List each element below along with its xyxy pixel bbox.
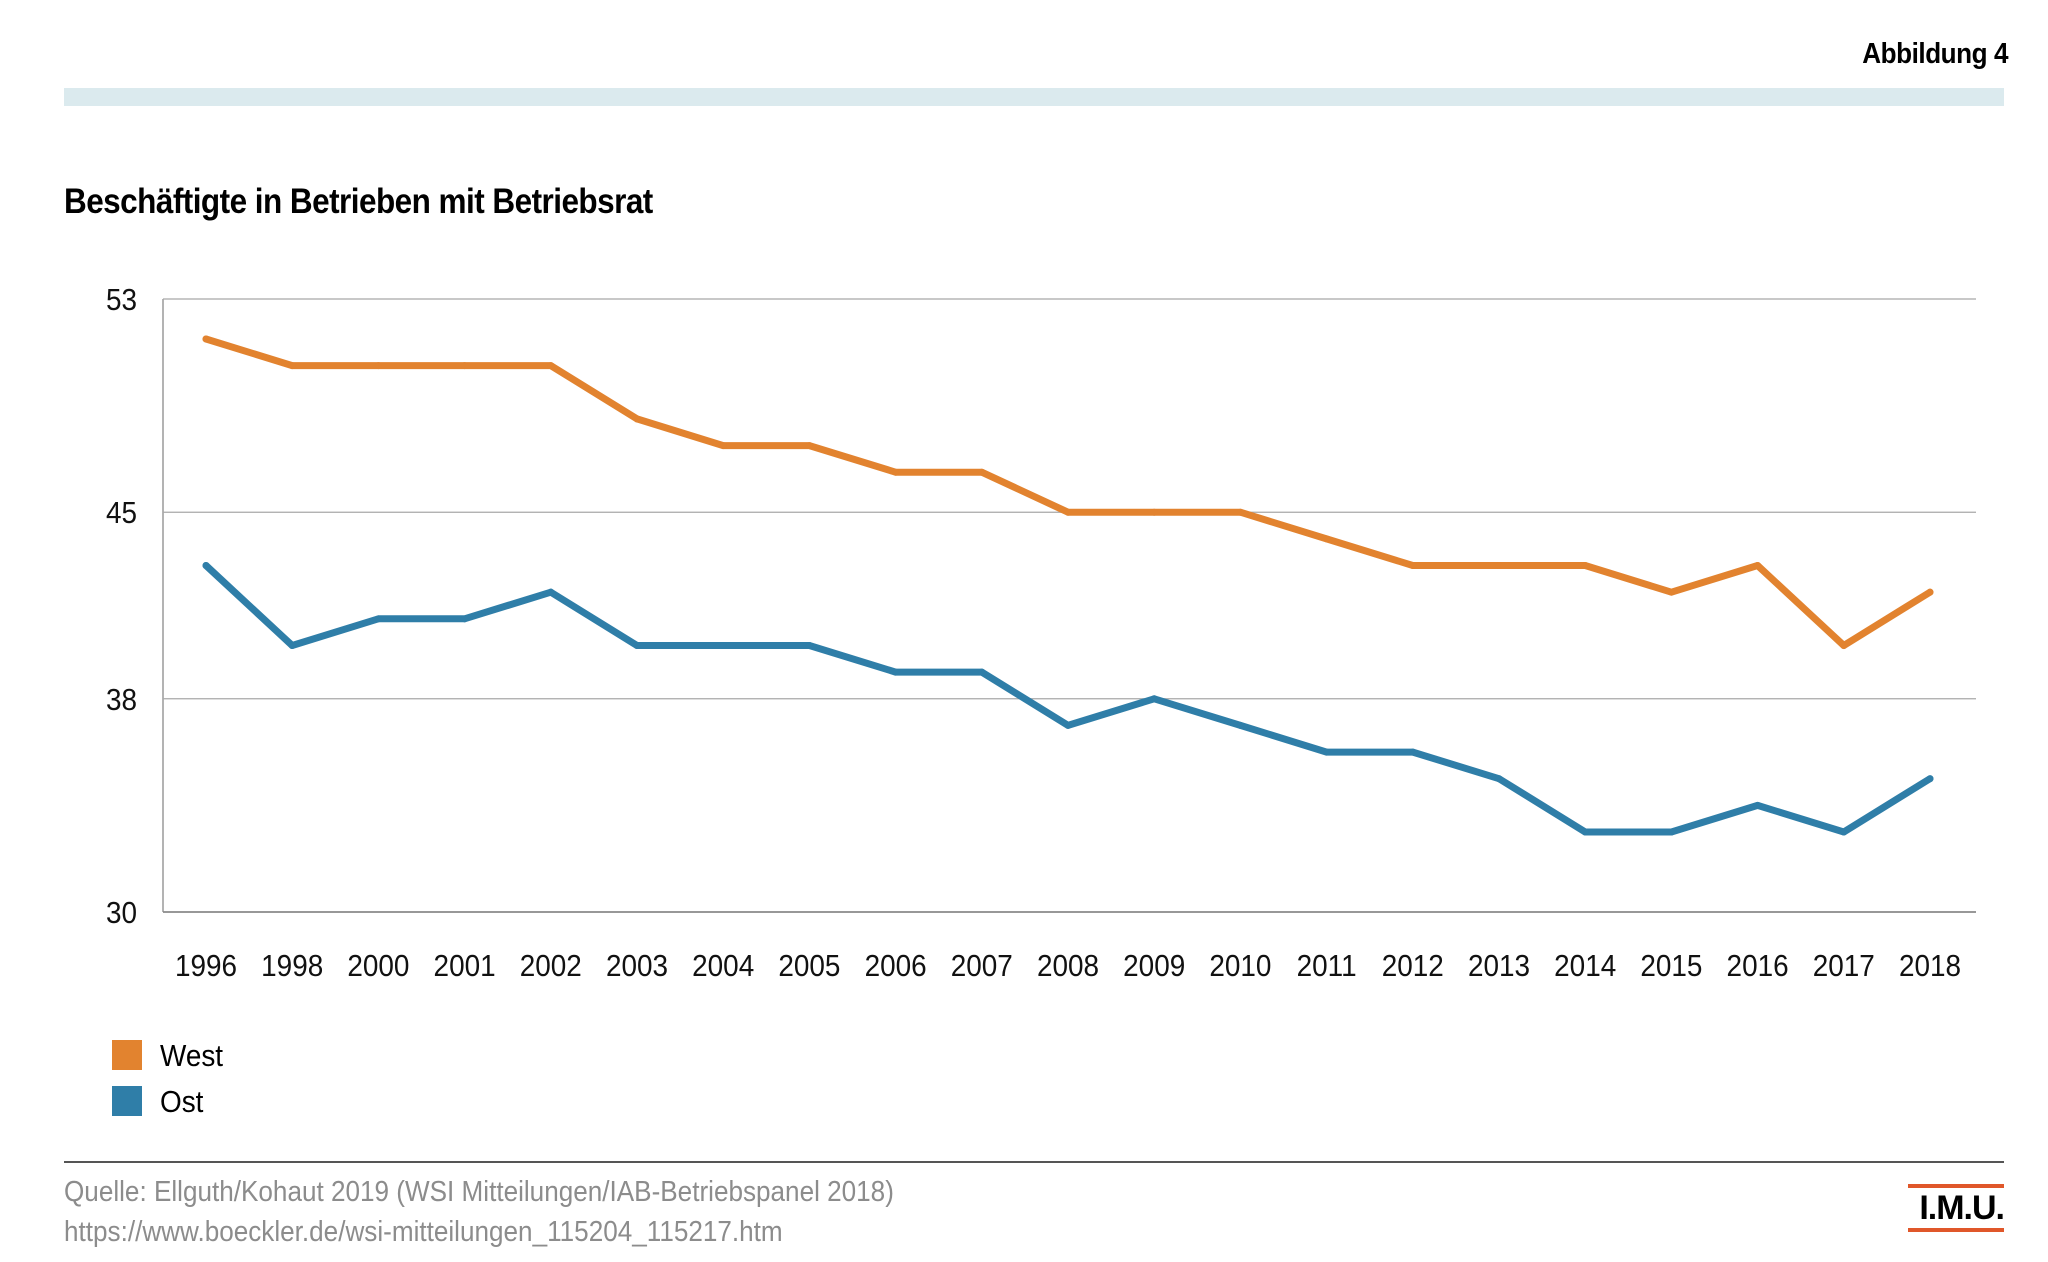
data-point-west — [892, 468, 900, 476]
source-note: Quelle: Ellguth/Kohaut 2019 (WSI Mitteil… — [64, 1172, 894, 1252]
data-point-west — [805, 442, 813, 450]
x-tick-label: 2016 — [1727, 949, 1789, 984]
x-tick-label: 2006 — [865, 949, 927, 984]
data-point-west — [978, 468, 986, 476]
data-point-ost — [1150, 695, 1158, 703]
data-point-west — [1926, 588, 1934, 596]
data-point-ost — [1840, 828, 1848, 836]
data-point-west — [1840, 641, 1848, 649]
data-point-ost — [374, 615, 382, 623]
data-point-ost — [719, 641, 727, 649]
data-point-west — [1581, 562, 1589, 570]
x-tick-label: 1996 — [175, 949, 237, 984]
x-tick-label: 2001 — [434, 949, 496, 984]
y-tick-label: 45 — [106, 496, 137, 531]
figure-label: Abbildung 4 — [1862, 38, 2008, 70]
data-point-west — [461, 362, 469, 370]
data-point-ost — [1409, 748, 1417, 756]
data-point-west — [1150, 508, 1158, 516]
y-tick-label: 38 — [106, 682, 137, 717]
x-tick-label: 1998 — [261, 949, 323, 984]
x-tick-label: 2011 — [1297, 949, 1357, 984]
data-point-west — [1754, 562, 1762, 570]
x-axis-ticks: 1996 1998 2000 2001 2002 2003 2004 2005 2006 2007… — [175, 949, 1961, 984]
x-tick-label: 2018 — [1899, 949, 1961, 984]
y-tick-label: 30 — [106, 896, 137, 931]
data-point-ost — [1926, 775, 1934, 783]
x-tick-label: 2003 — [606, 949, 668, 984]
data-point-ost — [1064, 721, 1072, 729]
x-tick-label: 2013 — [1468, 949, 1530, 984]
chart-title: Beschäftigte in Betrieben mit Betriebsra… — [64, 182, 653, 221]
data-point-west — [288, 362, 296, 370]
data-point-ost — [633, 641, 641, 649]
x-tick-label: 2015 — [1640, 949, 1702, 984]
x-tick-label: 2005 — [778, 949, 840, 984]
x-tick-label: 2017 — [1813, 949, 1875, 984]
data-point-west — [1064, 508, 1072, 516]
data-point-ost — [1323, 748, 1331, 756]
imu-logo: I.M.U. — [1908, 1184, 2005, 1232]
data-point-ost — [1754, 801, 1762, 809]
data-point-west — [1323, 535, 1331, 543]
data-point-ost — [461, 615, 469, 623]
data-point-ost — [202, 562, 210, 570]
data-point-west — [1409, 562, 1417, 570]
data-point-west — [1495, 562, 1503, 570]
y-tick-label: 53 — [106, 283, 137, 318]
x-tick-label: 2004 — [692, 949, 754, 984]
data-point-ost — [805, 641, 813, 649]
series-lines — [202, 335, 1934, 836]
x-tick-label: 2002 — [520, 949, 582, 984]
header-band — [64, 88, 2004, 106]
x-tick-label: 2014 — [1554, 949, 1616, 984]
data-point-ost — [288, 641, 296, 649]
x-tick-label: 2007 — [951, 949, 1013, 984]
legend-label-ost: Ost — [160, 1084, 204, 1119]
data-point-west — [719, 442, 727, 450]
source-divider — [64, 1161, 2004, 1163]
legend-swatch-west — [112, 1040, 142, 1070]
source-citation: Quelle: Ellguth/Kohaut 2019 (WSI Mitteil… — [64, 1176, 894, 1208]
data-point-west — [1236, 508, 1244, 516]
x-tick-label: 2008 — [1037, 949, 1099, 984]
x-tick-label: 2009 — [1123, 949, 1185, 984]
x-tick-label: 2012 — [1382, 949, 1444, 984]
x-tick-label: 2000 — [347, 949, 409, 984]
data-point-ost — [978, 668, 986, 676]
data-point-ost — [892, 668, 900, 676]
data-point-ost — [1495, 775, 1503, 783]
x-tick-label: 2010 — [1209, 949, 1271, 984]
data-point-ost — [1236, 721, 1244, 729]
data-point-west — [633, 415, 641, 423]
series-line-west — [202, 335, 1934, 649]
legend-label-west: West — [160, 1038, 224, 1073]
data-point-ost — [1581, 828, 1589, 836]
data-point-west — [202, 335, 210, 343]
data-point-ost — [547, 588, 555, 596]
logo-bottom-rule — [1908, 1228, 2004, 1232]
y-axis-ticks: 53 45 38 30 — [106, 283, 137, 931]
data-point-west — [1667, 588, 1675, 596]
data-point-ost — [1667, 828, 1675, 836]
logo-text: I.M.U. — [1919, 1189, 2005, 1227]
data-point-west — [374, 362, 382, 370]
logo-top-rule — [1908, 1184, 2004, 1188]
source-url[interactable]: https://www.boeckler.de/wsi-mitteilungen… — [64, 1216, 783, 1248]
data-point-west — [547, 362, 555, 370]
legend-swatch-ost — [112, 1086, 142, 1116]
